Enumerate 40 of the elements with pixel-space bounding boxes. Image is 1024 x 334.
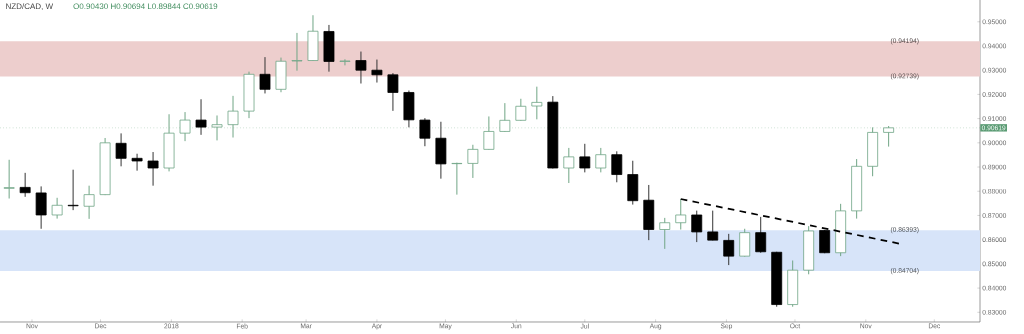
candlestick xyxy=(83,185,95,220)
candlestick xyxy=(211,114,223,141)
candlestick xyxy=(515,98,527,122)
candlestick xyxy=(723,233,735,266)
candlestick xyxy=(35,185,47,230)
candlestick xyxy=(371,59,383,84)
candlestick xyxy=(339,58,351,66)
candlestick xyxy=(595,147,607,173)
candlestick xyxy=(355,51,367,85)
chart-subtitle: O0.90430 H0.90694 L0.89844 C0.90619 xyxy=(73,3,218,10)
candlestick xyxy=(419,117,431,147)
candlestick xyxy=(51,197,63,220)
candlestick xyxy=(483,115,495,151)
candlestick xyxy=(691,210,703,243)
candlestick xyxy=(19,172,31,198)
candlestick xyxy=(259,56,271,94)
candlestick xyxy=(67,169,79,211)
candlestick xyxy=(467,144,479,179)
candlestick xyxy=(675,198,687,230)
candlestick xyxy=(499,102,511,133)
candlestick xyxy=(131,153,143,172)
candlestick xyxy=(147,151,159,187)
candlestick xyxy=(563,147,575,184)
candlestick xyxy=(755,216,767,254)
candlestick xyxy=(531,86,543,120)
candlestick xyxy=(883,125,895,148)
candlestick xyxy=(611,150,623,183)
candlestick xyxy=(227,95,239,138)
candlestick xyxy=(195,98,207,136)
candlestick xyxy=(659,217,671,250)
candlestick xyxy=(115,132,127,167)
candlestick xyxy=(451,162,463,196)
candlestick xyxy=(707,210,719,241)
chart-title: NZD/CAD, W xyxy=(6,3,54,11)
candlestick xyxy=(179,111,191,142)
candlestick xyxy=(291,32,303,72)
candlestick xyxy=(3,159,15,200)
candlestick xyxy=(579,143,591,173)
candlestick xyxy=(387,72,399,112)
candlestick xyxy=(739,228,751,258)
